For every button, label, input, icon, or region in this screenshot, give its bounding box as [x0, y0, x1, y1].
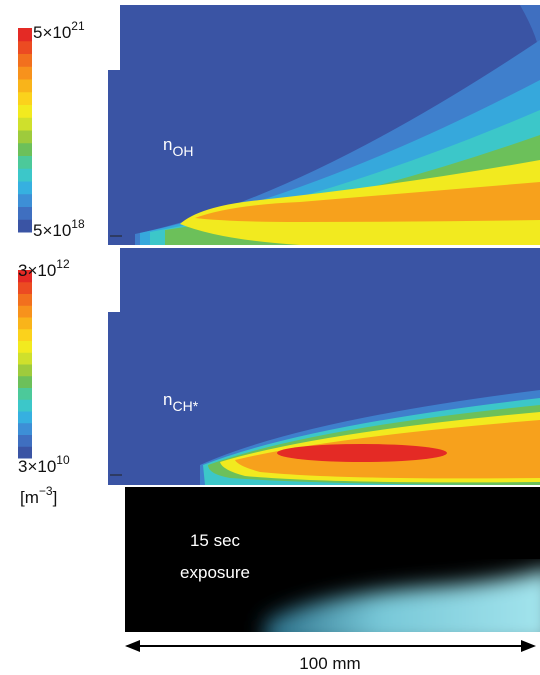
label-part: 12 — [56, 257, 70, 271]
label-part: 21 — [71, 19, 85, 33]
label-base: n — [163, 390, 172, 409]
caption-line: exposure — [180, 563, 250, 582]
label-part: −3 — [39, 484, 53, 498]
colorbar-step — [18, 293, 32, 306]
ch-contour — [108, 248, 540, 485]
label-part: [m — [20, 488, 39, 507]
colorbar-step — [18, 399, 32, 412]
colorbar-max: 3×1012 — [18, 257, 70, 280]
label-base: n — [163, 135, 172, 154]
colorbar-step — [18, 446, 32, 459]
unit: [m−3] — [20, 484, 57, 507]
colorbar-step — [18, 40, 32, 54]
colorbar-step — [18, 270, 32, 283]
scale-label: 100 mm — [299, 654, 360, 673]
colorbar-step — [18, 181, 32, 195]
colorbar-step — [18, 340, 32, 353]
colorbar-step — [18, 411, 32, 424]
colorbar-min: 3×1010 — [18, 453, 70, 476]
colorbar-step — [18, 317, 32, 330]
colorbar-step — [18, 130, 32, 144]
colorbar-step — [18, 328, 32, 341]
colorbar-step — [18, 434, 32, 447]
colorbar-step — [18, 364, 32, 377]
colorbar-step — [18, 281, 32, 294]
panel-label: nOH — [163, 135, 193, 159]
label-part: 3×10 — [18, 457, 56, 476]
colorbar-step — [18, 28, 32, 42]
label-sub: CH* — [172, 398, 198, 414]
label-part: 3×10 — [18, 261, 56, 280]
photo: 15 sec exposure — [125, 487, 540, 632]
colorbar-step — [18, 206, 32, 220]
panel-label: nCH* — [163, 390, 199, 414]
caption-line: 15 sec — [190, 531, 241, 550]
colorbar-step — [18, 104, 32, 118]
colorbar-step — [18, 79, 32, 93]
colorbar-step — [18, 117, 32, 131]
colorbar-max: 5×1021 — [33, 19, 85, 42]
label-part: 5×10 — [33, 23, 71, 42]
colorbar-step — [18, 387, 32, 400]
colorbar-step — [18, 422, 32, 435]
colorbar-step — [18, 66, 32, 80]
label-part: 18 — [71, 217, 85, 231]
colorbars — [18, 28, 32, 459]
colorbar-min: 5×1018 — [33, 217, 85, 240]
label-part: 5×10 — [33, 221, 71, 240]
oh-contour — [108, 5, 540, 245]
label-sub: OH — [172, 143, 193, 159]
label-part: 10 — [56, 453, 70, 467]
colorbar-step — [18, 193, 32, 207]
scale-arrow — [125, 640, 536, 652]
colorbar-step — [18, 219, 32, 233]
colorbar-step — [18, 142, 32, 156]
label-part: ] — [53, 488, 58, 507]
colorbar-step — [18, 91, 32, 105]
colorbar-step — [18, 155, 32, 169]
colorbar-step — [18, 53, 32, 67]
colorbar-step — [18, 168, 32, 182]
colorbar-step — [18, 305, 32, 318]
colorbar-step — [18, 352, 32, 365]
colorbar-step — [18, 375, 32, 388]
